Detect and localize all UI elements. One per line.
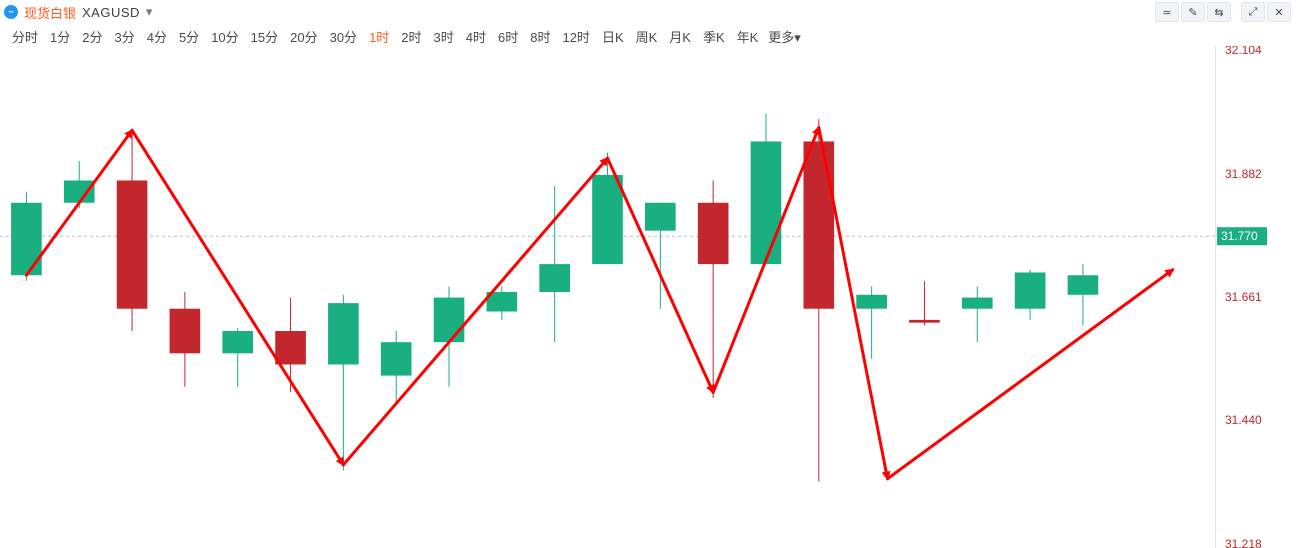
timeframe-more[interactable]: 更多▾ <box>764 27 801 46</box>
title-left: ~ 现货白银 XAGUSD ▾ <box>4 3 152 22</box>
tool-compare-icon[interactable]: ⇆ <box>1207 2 1231 22</box>
symbol-dropdown-icon[interactable]: ▾ <box>146 4 153 20</box>
timeframe-3分[interactable]: 3分 <box>108 27 140 46</box>
timeframe-10分[interactable]: 10分 <box>205 27 244 46</box>
timeframe-2分[interactable]: 2分 <box>76 27 108 46</box>
svg-text:31.882: 31.882 <box>1225 167 1262 181</box>
timeframe-12时[interactable]: 12时 <box>556 27 595 46</box>
timeframe-2时[interactable]: 2时 <box>395 27 427 46</box>
timeframe-4分[interactable]: 4分 <box>141 27 173 46</box>
svg-text:31.218: 31.218 <box>1225 537 1262 548</box>
timeframe-bar: 分时1分2分3分4分5分10分15分20分30分1时2时3时4时6时8时12时日… <box>0 23 1297 47</box>
timeframe-20分[interactable]: 20分 <box>284 27 323 46</box>
timeframe-年K[interactable]: 年K <box>731 27 765 46</box>
title-bar: ~ 现货白银 XAGUSD ▾ ≃ ✎ ⇆ ⤢ ✕ <box>0 0 1297 23</box>
svg-text:32.104: 32.104 <box>1225 46 1262 57</box>
svg-text:31.770: 31.770 <box>1221 229 1258 243</box>
tool-draw-icon[interactable]: ✎ <box>1181 2 1205 22</box>
title-tools: ≃ ✎ ⇆ ⤢ ✕ <box>1155 2 1291 22</box>
chart-area[interactable]: 32.104 31.882 31.661 31.440 31.218 31.770 <box>0 46 1297 548</box>
timeframe-分时[interactable]: 分时 <box>6 27 44 46</box>
timeframe-15分[interactable]: 15分 <box>245 27 284 46</box>
timeframe-6时[interactable]: 6时 <box>492 27 524 46</box>
timeframe-月K[interactable]: 月K <box>663 27 697 46</box>
timeframe-30分[interactable]: 30分 <box>324 27 363 46</box>
tool-close-icon[interactable]: ✕ <box>1267 2 1291 22</box>
timeframe-周K[interactable]: 周K <box>630 27 664 46</box>
tool-fullscreen-icon[interactable]: ⤢ <box>1241 2 1265 22</box>
timeframe-5分[interactable]: 5分 <box>173 27 205 46</box>
timeframe-季K[interactable]: 季K <box>697 27 731 46</box>
timeframe-日K[interactable]: 日K <box>596 27 630 46</box>
svg-text:31.440: 31.440 <box>1225 413 1262 427</box>
timeframe-4时[interactable]: 4时 <box>460 27 492 46</box>
tool-indicator-icon[interactable]: ≃ <box>1155 2 1179 22</box>
timeframe-1时[interactable]: 1时 <box>363 27 395 46</box>
svg-text:31.661: 31.661 <box>1225 290 1262 304</box>
timeframe-1分[interactable]: 1分 <box>44 27 76 46</box>
timeframe-3时[interactable]: 3时 <box>428 27 460 46</box>
logo-icon: ~ <box>4 5 18 19</box>
candlestick-chart[interactable]: 32.104 31.882 31.661 31.440 31.218 31.770 <box>0 46 1297 548</box>
instrument-symbol: XAGUSD <box>82 5 140 20</box>
instrument-name-cn: 现货白银 <box>24 3 76 22</box>
timeframe-8时[interactable]: 8时 <box>524 27 556 46</box>
